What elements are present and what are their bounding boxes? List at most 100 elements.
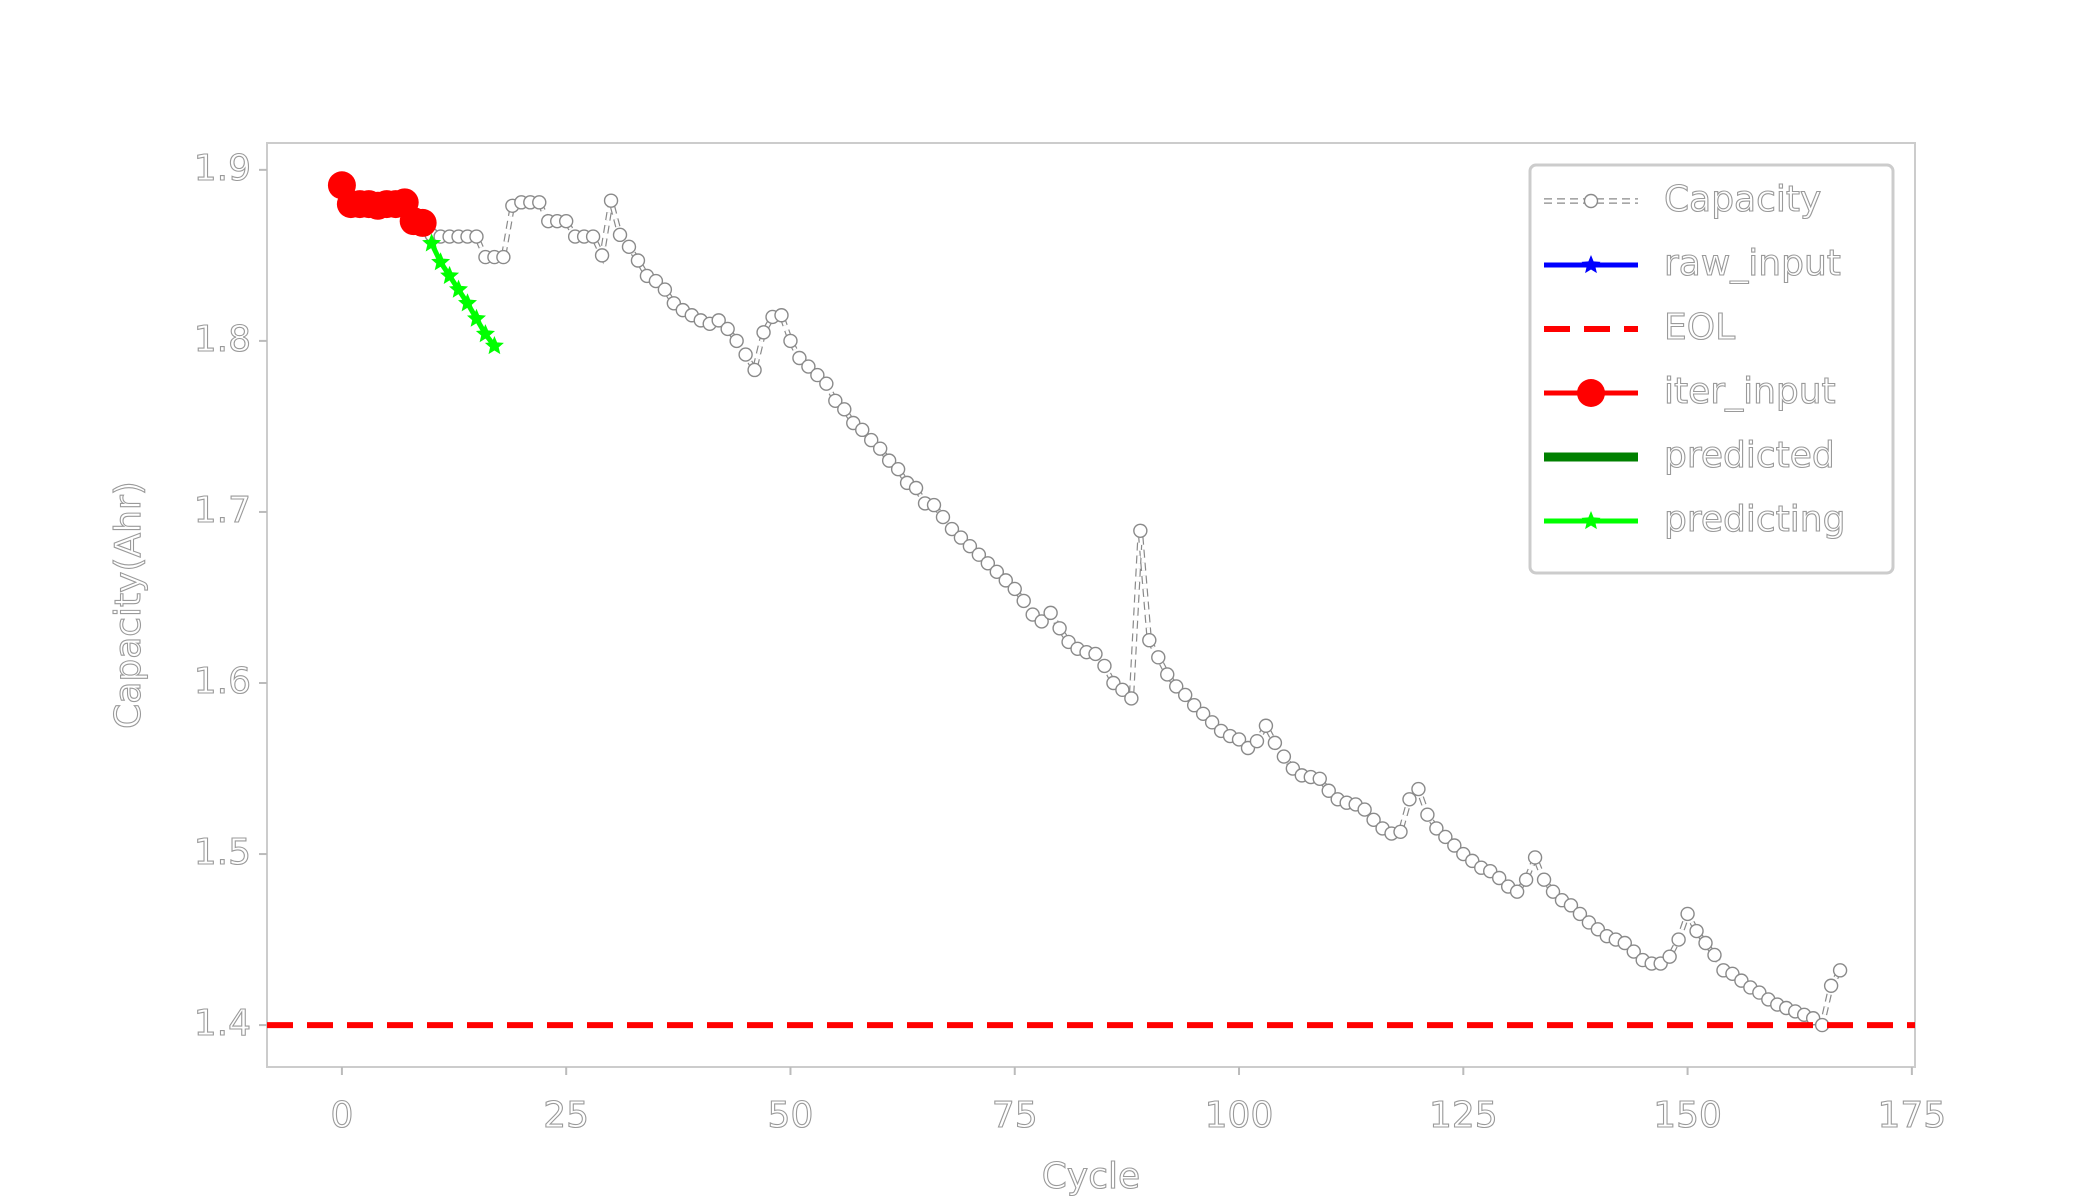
data-point: [756, 325, 771, 340]
y-tick-label: 1.4: [194, 1003, 251, 1044]
data-point: [1052, 621, 1067, 636]
legend-marker: [1583, 193, 1599, 209]
y-axis-label: Capacity(Ahr): [108, 481, 149, 729]
data-point: [558, 213, 574, 229]
data-point: [1267, 735, 1283, 751]
data-point: [810, 367, 825, 383]
data-point: [1276, 749, 1292, 764]
data-point: [1151, 650, 1166, 665]
x-tick-label: 0: [330, 1095, 353, 1136]
data-point: [881, 453, 897, 468]
x-tick-label: 25: [543, 1095, 589, 1136]
data-point: [1231, 732, 1247, 747]
data-point: [458, 293, 477, 312]
data-point: [801, 359, 816, 374]
data-point: [1491, 870, 1507, 886]
data-point: [908, 480, 924, 496]
data-point: [1034, 614, 1049, 629]
data-point: [792, 350, 807, 366]
data-point: [469, 229, 484, 244]
legend-label: raw_input: [1664, 243, 1841, 284]
data-point: [657, 282, 673, 297]
data-point: [890, 461, 906, 477]
x-axis-label: Cycle: [1042, 1156, 1140, 1197]
data-point: [819, 376, 834, 391]
data-point: [484, 336, 504, 355]
data-point: [594, 248, 610, 263]
data-point: [944, 521, 960, 537]
data-point: [1097, 658, 1112, 674]
data-point: [1617, 935, 1632, 951]
data-point: [1707, 947, 1722, 963]
data-point: [1662, 949, 1677, 964]
data-point: [496, 249, 511, 265]
data-point: [612, 227, 628, 243]
data-point: [1689, 923, 1704, 939]
data-point: [1249, 733, 1265, 749]
data-point: [989, 564, 1005, 580]
legend: Capacity raw_input EOL iter_input predicted p…: [1528, 163, 1895, 575]
data-point: [1321, 783, 1336, 798]
legend-label: predicted: [1664, 435, 1835, 476]
data-point: [1429, 821, 1444, 836]
legend-label: iter_input: [1664, 371, 1836, 412]
data-point: [1572, 906, 1588, 922]
data-point: [467, 308, 486, 327]
legend-marker: [1577, 379, 1605, 407]
data-point: [449, 279, 468, 298]
x-tick-label: 175: [1878, 1095, 1947, 1136]
data-point: [603, 193, 619, 208]
data-point: [1814, 1017, 1830, 1033]
data-point: [738, 347, 753, 362]
data-point: [926, 497, 942, 513]
data-point: [962, 538, 978, 554]
data-point: [935, 509, 951, 525]
data-point: [720, 321, 735, 337]
data-point: [1823, 978, 1839, 993]
data-point: [1043, 605, 1058, 621]
data-point: [729, 333, 744, 349]
data-point: [431, 252, 451, 271]
data-point: [1258, 718, 1274, 733]
data-point: [980, 556, 996, 571]
data-point: [585, 229, 601, 244]
data-point: [864, 432, 879, 448]
y-tick-label: 1.7: [194, 490, 251, 531]
data-point: [953, 530, 969, 545]
legend-label: Capacity: [1664, 179, 1821, 220]
legend-marker: [1581, 255, 1601, 274]
data-point: [1142, 633, 1157, 648]
x-tick-label: 50: [768, 1095, 814, 1136]
data-point: [1671, 932, 1686, 947]
data-point: [1007, 581, 1022, 597]
y-tick-label: 1.6: [194, 661, 251, 702]
data-point: [1393, 824, 1408, 840]
data-point: [440, 265, 460, 284]
y-tick-label: 1.9: [194, 148, 251, 189]
x-tick-label: 100: [1205, 1095, 1274, 1136]
data-point: [1509, 884, 1525, 899]
x-tick-label: 75: [992, 1095, 1038, 1136]
x-tick-label: 150: [1653, 1095, 1722, 1136]
data-point: [1115, 682, 1130, 698]
data-point: [532, 195, 547, 210]
data-point: [1536, 872, 1552, 887]
data-point: [1160, 667, 1175, 682]
data-point: [648, 273, 664, 289]
data-point: [1195, 706, 1211, 721]
data-point: [1680, 906, 1695, 922]
data-point: [475, 324, 495, 343]
data-point: [1133, 523, 1148, 538]
data-point: [1124, 691, 1139, 706]
data-point: [1169, 679, 1184, 694]
y-tick-label: 1.8: [194, 319, 251, 360]
data-point: [408, 208, 437, 237]
data-point: [1088, 646, 1103, 662]
x-tick-label: 125: [1429, 1095, 1498, 1136]
data-point: [1832, 963, 1848, 978]
legend-label: EOL: [1664, 307, 1735, 348]
data-point: [1312, 771, 1327, 786]
data-point: [1527, 850, 1543, 865]
data-point: [1563, 898, 1579, 913]
data-point: [1177, 687, 1193, 703]
